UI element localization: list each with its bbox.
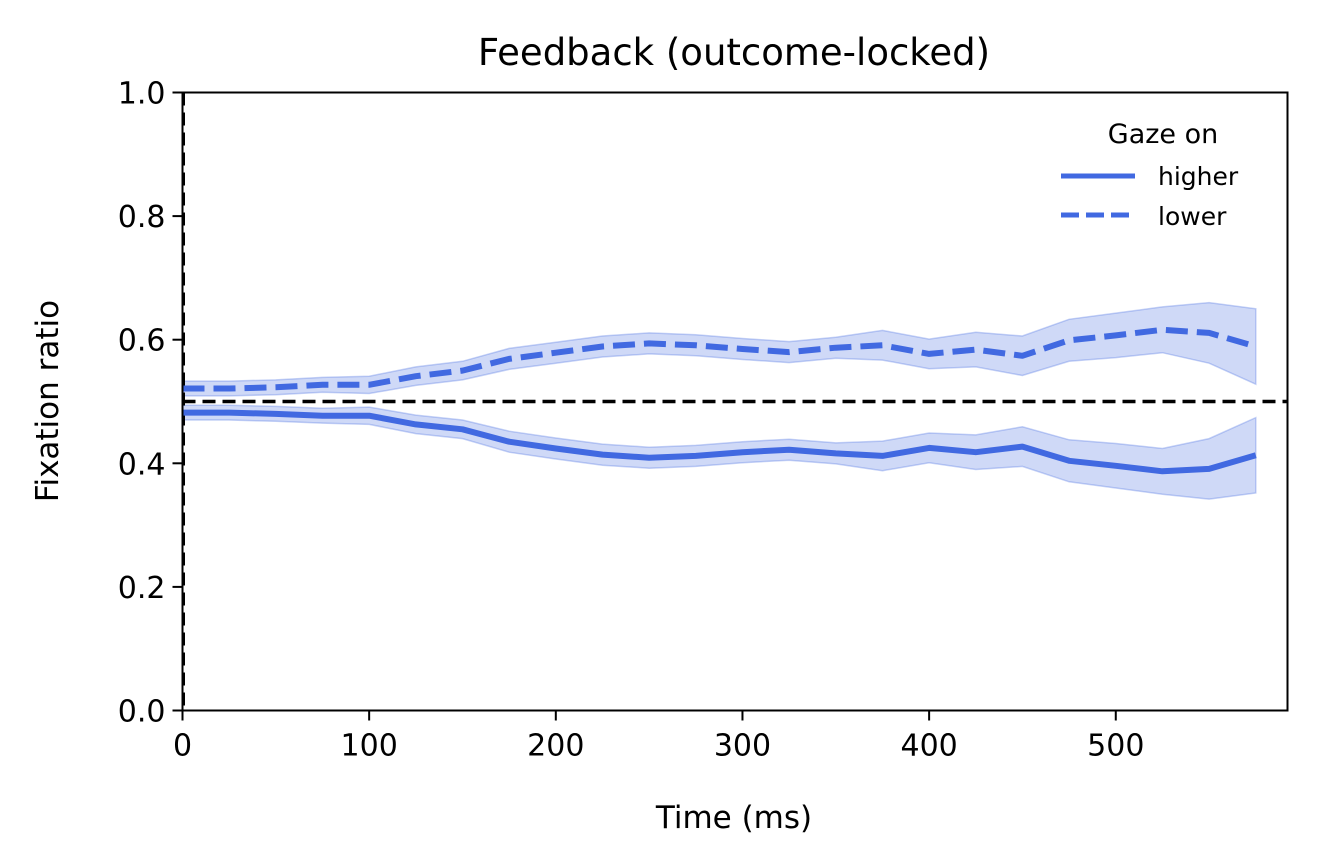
series-line-lower — [182, 326, 1257, 392]
x-tick-label: 300 — [714, 729, 771, 764]
chart-title: Feedback (outcome-locked) — [478, 31, 990, 74]
plot-area — [181, 92, 1288, 711]
y-axis: 0.0 0.2 0.4 0.6 0.8 1.0 — [118, 77, 183, 730]
y-tick-label: 1.0 — [118, 77, 166, 112]
x-axis-title: Time (ms) — [655, 800, 812, 836]
legend: Gaze on higher lower — [1061, 119, 1239, 231]
x-tick-label: 200 — [527, 729, 584, 764]
x-tick-label: 500 — [1087, 729, 1144, 764]
legend-label-lower: lower — [1158, 202, 1227, 231]
plot-frame — [181, 91, 1289, 712]
y-tick-label: 0.6 — [118, 324, 166, 359]
y-tick-label: 0.4 — [118, 447, 166, 482]
x-axis: 0 100 200 300 400 500 — [173, 710, 1144, 764]
y-tick-label: 0.2 — [118, 571, 166, 606]
legend-label-higher: higher — [1158, 162, 1239, 191]
legend-title: Gaze on — [1108, 119, 1218, 150]
series-line-higher — [182, 409, 1257, 475]
x-tick-label: 400 — [900, 729, 957, 764]
y-axis-title: Fixation ratio — [30, 300, 66, 502]
x-tick-label: 0 — [173, 729, 192, 764]
y-tick-label: 0.8 — [118, 200, 166, 235]
x-tick-label: 100 — [341, 729, 398, 764]
y-tick-label: 0.0 — [118, 695, 166, 730]
